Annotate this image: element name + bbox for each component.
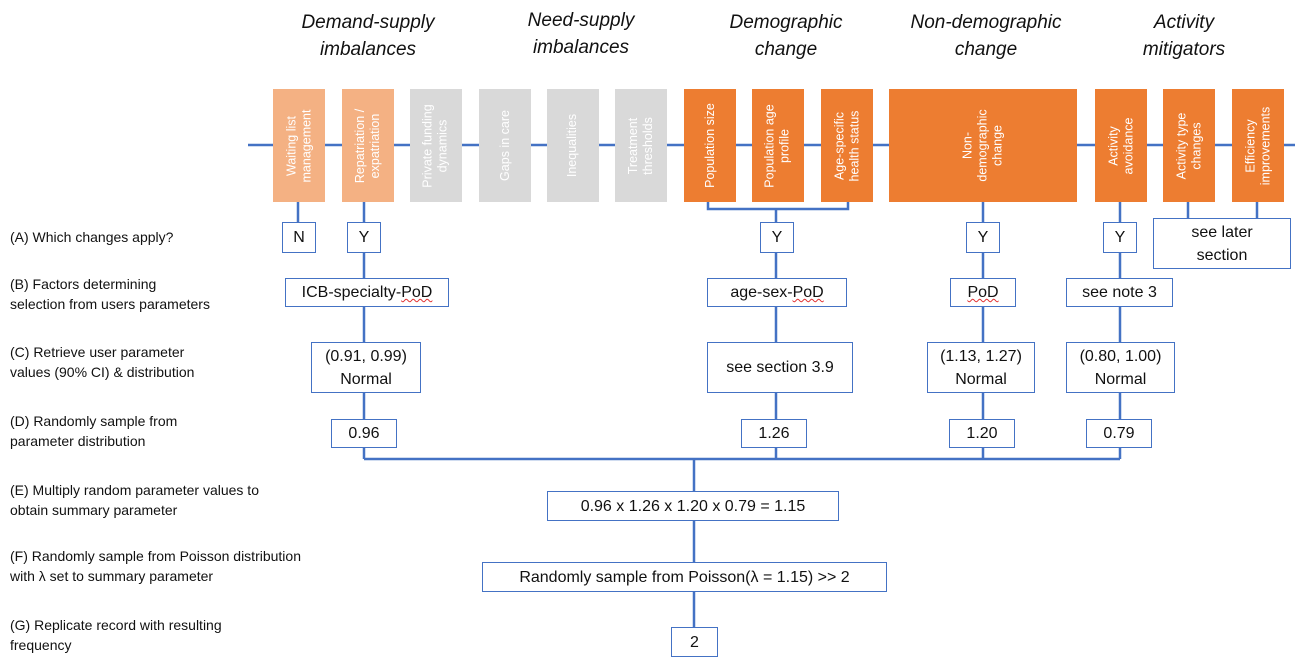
sample-demographic: 1.26 bbox=[741, 419, 807, 448]
factor-waiting-list: Waiting list management bbox=[273, 89, 325, 202]
result-frequency: 2 bbox=[671, 627, 718, 657]
factor-activity-type: Activity type changes bbox=[1163, 89, 1215, 202]
params-non-demographic: (1.13, 1.27) Normal bbox=[927, 342, 1035, 393]
step-e-label: (E) Multiply random parameter values to o… bbox=[10, 482, 259, 518]
step-a-label: (A) Which changes apply? bbox=[10, 229, 174, 245]
factor-population-age: Population age profile bbox=[752, 89, 804, 202]
category-demand-supply: Demand-supply imbalances bbox=[301, 12, 435, 60]
step-b-label: (B) Factors determining selection from us… bbox=[10, 276, 210, 312]
summary-parameter: 0.96 x 1.26 x 1.20 x 0.79 = 1.15 bbox=[547, 491, 839, 521]
params-demographic: see section 3.9 bbox=[707, 342, 853, 393]
sample-non-demographic: 1.20 bbox=[949, 419, 1015, 448]
factor-activity-avoidance: Activity avoidance bbox=[1095, 89, 1147, 202]
step-c-label: (C) Retrieve user parameter values (90% C… bbox=[10, 344, 195, 380]
factor-non-demographic: Non-demographic change bbox=[889, 89, 1077, 202]
applies-repatriation: Y bbox=[347, 222, 381, 253]
applies-waiting-list: N bbox=[282, 222, 316, 253]
applies-activity: Y bbox=[1103, 222, 1137, 253]
category-non-demographic: Non-demographic change bbox=[910, 12, 1062, 60]
factor-age-specific-health: Age-specific health status bbox=[821, 89, 873, 202]
selection-non-demographic: PoD bbox=[950, 278, 1016, 307]
factor-repatriation: Repatriation / expatriation bbox=[342, 89, 394, 202]
step-g-label: (G) Replicate record with resulting frequ… bbox=[10, 617, 222, 653]
category-activity-mitigators: Activity mitigators bbox=[1142, 12, 1226, 60]
sample-activity: 0.79 bbox=[1086, 419, 1152, 448]
sample-repatriation: 0.96 bbox=[331, 419, 397, 448]
poisson-sample: Randomly sample from Poisson(λ = 1.15) >… bbox=[482, 562, 887, 592]
params-repatriation: (0.91, 0.99) Normal bbox=[311, 342, 421, 393]
step-f-label: (F) Randomly sample from Poisson distrib… bbox=[10, 548, 301, 584]
factor-treatment-thresholds: Treatment thresholds bbox=[615, 89, 667, 202]
params-activity: (0.80, 1.00) Normal bbox=[1066, 342, 1175, 393]
applies-non-demographic: Y bbox=[966, 222, 1000, 253]
step-d-label: (D) Randomly sample from parameter distri… bbox=[10, 413, 178, 449]
applies-demographic: Y bbox=[760, 222, 794, 253]
selection-repatriation: ICB-specialty- PoD bbox=[285, 278, 449, 307]
factor-population-size: Population size bbox=[684, 89, 736, 202]
factor-inequalities: Inequalities bbox=[547, 89, 599, 202]
factor-efficiency: Efficiency improvements bbox=[1232, 89, 1284, 202]
applies-see-later: see later section bbox=[1153, 218, 1291, 269]
category-demographic: Demographic change bbox=[729, 12, 843, 60]
category-need-supply: Need-supply imbalances bbox=[527, 10, 635, 58]
selection-demographic: age-sex- PoD bbox=[707, 278, 847, 307]
factor-gaps-in-care: Gaps in care bbox=[479, 89, 531, 202]
selection-activity: see note 3 bbox=[1066, 278, 1173, 307]
factor-private-funding: Private funding dynamics bbox=[410, 89, 462, 202]
